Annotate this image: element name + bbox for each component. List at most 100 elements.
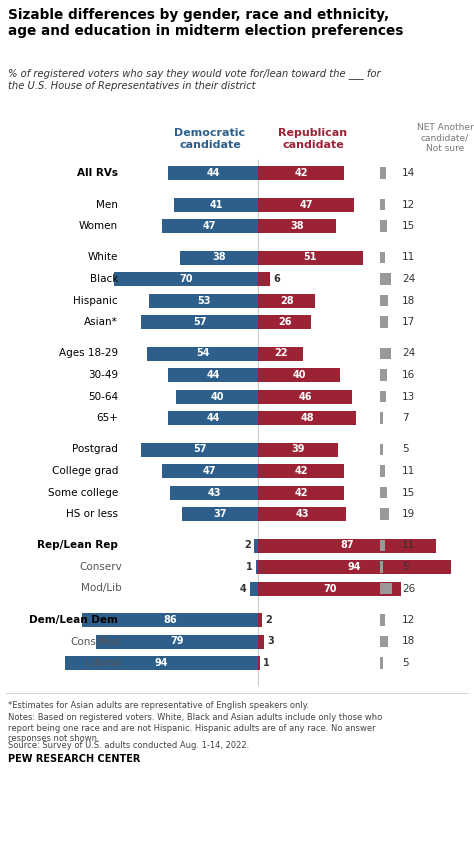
Text: 12: 12 [402,200,415,209]
Text: 22: 22 [274,349,287,358]
Bar [380,220,387,232]
Text: 4: 4 [240,584,247,593]
Bar [380,412,383,424]
Text: 19: 19 [402,509,415,519]
Bar [258,613,262,627]
Bar [258,389,352,404]
Bar [256,560,258,574]
Bar [380,199,385,210]
Bar [258,560,451,574]
Text: 38: 38 [212,252,226,263]
Text: 47: 47 [203,221,217,231]
Text: 40: 40 [210,392,224,401]
Text: Ages 18-29: Ages 18-29 [59,349,118,358]
Text: 18: 18 [402,295,415,306]
Text: 6: 6 [273,274,280,284]
Text: Notes: Based on registered voters. White, Black and Asian adults include only th: Notes: Based on registered voters. White… [8,714,382,743]
Text: 94: 94 [347,562,361,572]
Bar [115,272,258,286]
Text: Democratic
candidate: Democratic candidate [174,128,246,150]
Bar [254,538,258,553]
Bar [141,315,258,329]
Text: Men: Men [96,200,118,209]
Text: 44: 44 [206,370,219,380]
Text: 47: 47 [300,200,313,209]
Text: Asian*: Asian* [84,317,118,327]
Text: 53: 53 [197,295,210,306]
Text: 40: 40 [292,370,306,380]
Bar [170,486,258,499]
Text: *Estimates for Asian adults are representative of English speakers only.: *Estimates for Asian adults are represen… [8,701,309,709]
Text: 65+: 65+ [96,413,118,423]
Text: NET Another
candidate/
Not sure: NET Another candidate/ Not sure [417,123,474,152]
Bar [258,538,437,553]
Text: 11: 11 [402,541,415,550]
Text: 42: 42 [294,466,308,476]
Bar [380,583,392,594]
Text: 15: 15 [402,221,415,231]
Text: 5: 5 [402,562,409,572]
Text: Hispanic: Hispanic [73,295,118,306]
Text: 1: 1 [263,658,270,668]
Text: White: White [88,252,118,263]
Text: 16: 16 [402,370,415,380]
Text: Black: Black [90,274,118,284]
Text: 24: 24 [402,349,415,358]
Bar [258,581,401,596]
Text: Source: Survey of U.S. adults conducted Aug. 1-14, 2022.: Source: Survey of U.S. adults conducted … [8,741,249,751]
Bar [380,486,387,499]
Bar [380,465,385,477]
Text: 30-49: 30-49 [88,370,118,380]
Text: 14: 14 [402,168,415,178]
Text: 5: 5 [402,444,409,455]
Bar [96,635,258,648]
Text: 39: 39 [291,444,305,455]
Text: 41: 41 [209,200,223,209]
Text: 3: 3 [267,636,274,647]
Bar [380,294,388,307]
Bar [141,443,258,456]
Bar [258,464,344,478]
Text: 42: 42 [294,168,308,178]
Text: Cons/Mod: Cons/Mod [71,636,122,647]
Bar [258,272,270,286]
Bar [258,346,303,361]
Text: 17: 17 [402,317,415,327]
Bar [380,508,389,520]
Bar [65,656,258,670]
Text: Conserv: Conserv [79,562,122,572]
Text: 94: 94 [155,658,168,668]
Text: 86: 86 [163,615,177,625]
Bar [258,294,315,307]
Text: Sizable differences by gender, race and ethnicity,
age and education in midterm : Sizable differences by gender, race and … [8,8,403,38]
Text: College grad: College grad [52,466,118,476]
Bar [380,657,383,669]
Text: 48: 48 [301,413,314,423]
Text: 57: 57 [193,444,206,455]
Text: Mod/Lib: Mod/Lib [81,584,122,593]
Bar [258,315,311,329]
Text: 11: 11 [402,466,415,476]
Bar [258,368,340,382]
Bar [162,219,258,233]
Bar [258,486,344,499]
Bar [168,368,258,382]
Text: Some college: Some college [48,487,118,498]
Text: 38: 38 [290,221,304,231]
Bar [250,581,258,596]
Bar [168,166,258,180]
Text: 50-64: 50-64 [88,392,118,401]
Text: 13: 13 [402,392,415,401]
Text: Women: Women [79,221,118,231]
Text: 2: 2 [244,541,251,550]
Bar [380,443,383,455]
Bar [258,411,356,425]
Text: All RVs: All RVs [77,168,118,178]
Bar [380,251,385,263]
Text: 12: 12 [402,615,415,625]
Text: 43: 43 [295,509,309,519]
Text: 24: 24 [402,274,415,284]
Text: 87: 87 [340,541,354,550]
Bar [258,656,260,670]
Text: 70: 70 [323,584,337,593]
